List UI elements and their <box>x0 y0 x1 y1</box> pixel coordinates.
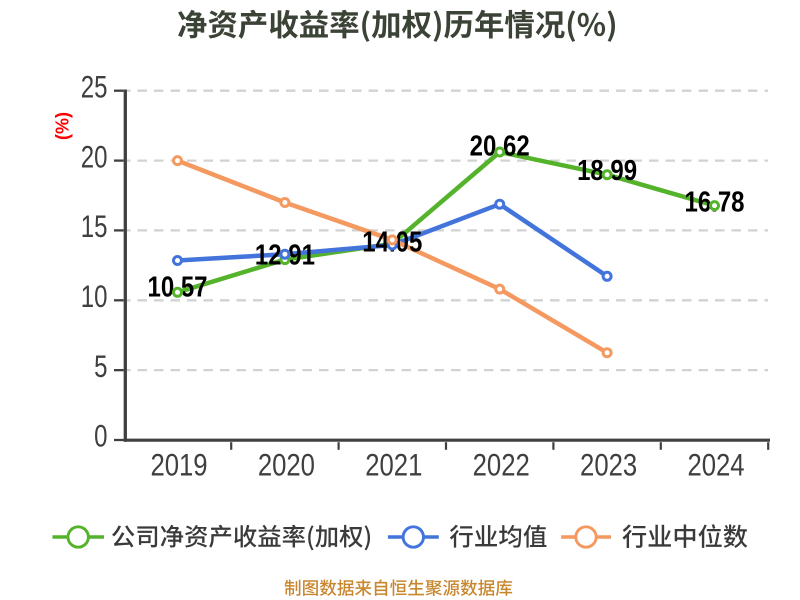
svg-text:2020: 2020 <box>258 448 315 483</box>
svg-text:5: 5 <box>94 349 107 384</box>
svg-text:2021: 2021 <box>365 448 422 483</box>
svg-text:2024: 2024 <box>687 448 744 483</box>
svg-text:10: 10 <box>81 279 108 314</box>
svg-text:2019: 2019 <box>150 448 207 483</box>
svg-text:(%): (%) <box>53 112 73 140</box>
svg-text:25: 25 <box>81 69 108 104</box>
svg-text:20: 20 <box>81 139 108 174</box>
svg-text:0: 0 <box>94 419 107 454</box>
svg-text:2023: 2023 <box>580 448 637 483</box>
svg-text:15: 15 <box>81 209 108 244</box>
svg-text:2022: 2022 <box>473 448 530 483</box>
